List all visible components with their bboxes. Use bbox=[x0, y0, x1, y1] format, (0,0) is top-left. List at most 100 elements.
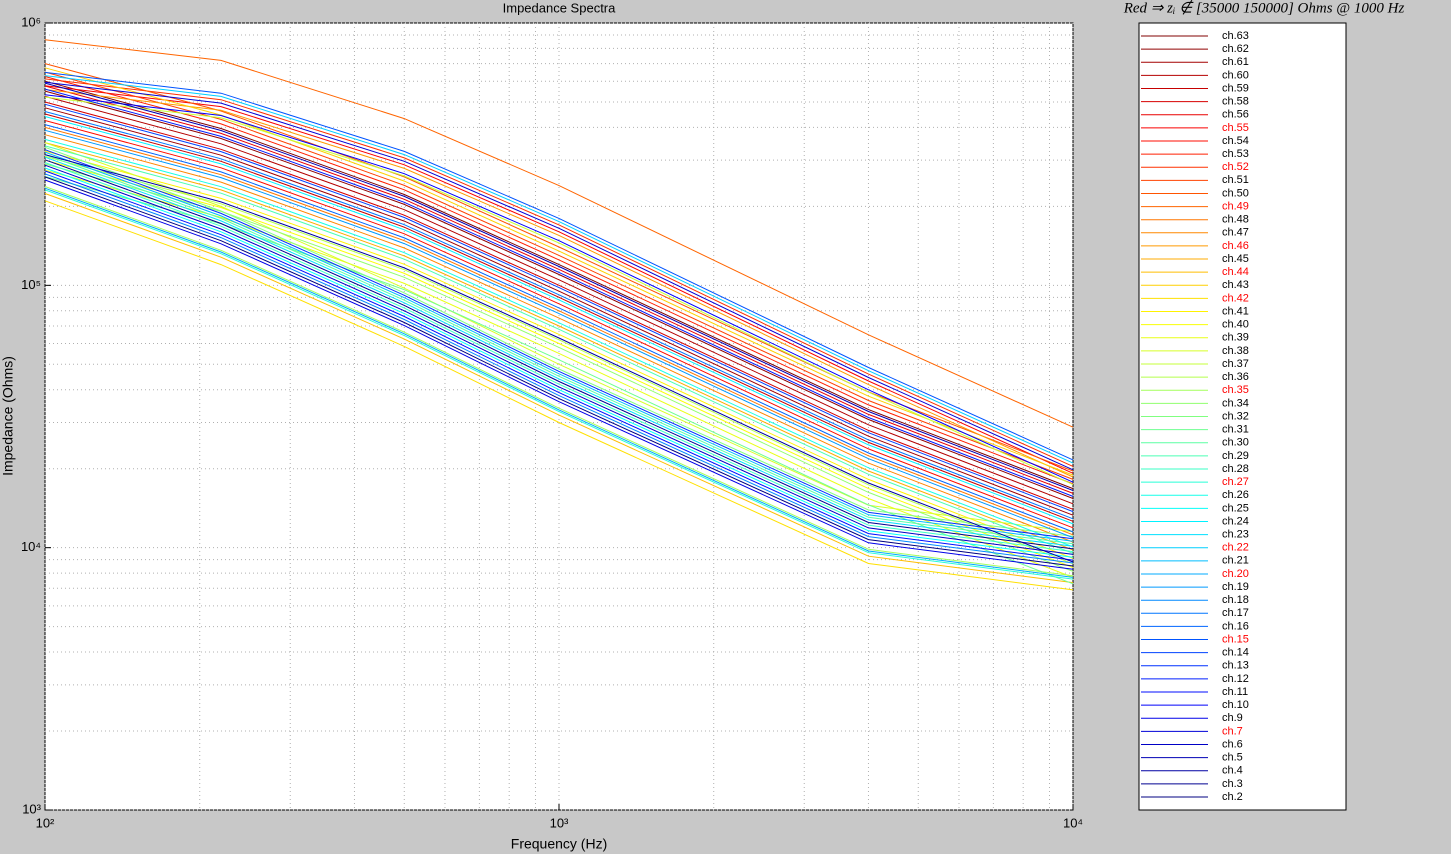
legend-label: ch.26 bbox=[1222, 489, 1249, 501]
legend-label: ch.51 bbox=[1222, 174, 1249, 186]
legend-label: ch.5 bbox=[1222, 752, 1243, 764]
legend-label: ch.2 bbox=[1222, 791, 1243, 803]
series-line bbox=[44, 186, 1074, 577]
series-line bbox=[44, 126, 1074, 536]
legend-label: ch.23 bbox=[1222, 528, 1249, 540]
y-tick-label: 10⁶ bbox=[21, 14, 41, 29]
legend-label: ch.62 bbox=[1222, 43, 1249, 55]
series-line bbox=[44, 39, 1074, 428]
legend-label: ch.3 bbox=[1222, 778, 1243, 790]
legend-label: ch.21 bbox=[1222, 555, 1249, 567]
legend-label: ch.27 bbox=[1222, 476, 1249, 488]
legend-label: ch.49 bbox=[1222, 200, 1249, 212]
series-line bbox=[44, 200, 1074, 591]
series-line bbox=[44, 154, 1074, 545]
legend-label: ch.32 bbox=[1222, 410, 1249, 422]
y-tick-label: 10⁵ bbox=[21, 277, 41, 292]
legend-label: ch.22 bbox=[1222, 542, 1249, 554]
legend-label: ch.56 bbox=[1222, 109, 1249, 121]
legend-label: ch.45 bbox=[1222, 253, 1249, 265]
series-line bbox=[44, 88, 1074, 497]
series-line bbox=[44, 170, 1074, 561]
legend-label: ch.6 bbox=[1222, 738, 1243, 750]
series-line bbox=[44, 156, 1074, 547]
series-line bbox=[44, 145, 1074, 554]
legend-label: ch.39 bbox=[1222, 332, 1249, 344]
legend-label: ch.34 bbox=[1222, 397, 1249, 409]
series-line bbox=[44, 80, 1074, 490]
series-line bbox=[44, 187, 1074, 578]
legend-label: ch.63 bbox=[1222, 30, 1249, 42]
series-line bbox=[44, 76, 1074, 485]
legend-label: ch.46 bbox=[1222, 240, 1249, 252]
series-line bbox=[44, 81, 1074, 471]
series-line bbox=[44, 173, 1074, 564]
series-line bbox=[44, 101, 1074, 510]
y-tick-label: 10⁴ bbox=[21, 539, 41, 554]
legend-label: ch.14 bbox=[1222, 647, 1249, 659]
legend-label: ch.52 bbox=[1222, 161, 1249, 173]
series-line bbox=[44, 120, 1074, 529]
legend-label: ch.15 bbox=[1222, 633, 1249, 645]
series-line bbox=[44, 134, 1074, 543]
legend-label: ch.44 bbox=[1222, 266, 1249, 278]
legend-label: ch.11 bbox=[1222, 686, 1248, 698]
legend-label: ch.16 bbox=[1222, 620, 1249, 632]
series-line bbox=[44, 71, 1074, 461]
legend-label: ch.10 bbox=[1222, 699, 1249, 711]
legend-label: ch.43 bbox=[1222, 279, 1249, 291]
series-line bbox=[44, 113, 1074, 522]
legend-label: ch.20 bbox=[1222, 568, 1249, 580]
legend-label: ch.55 bbox=[1222, 122, 1249, 134]
series-line bbox=[44, 149, 1074, 540]
legend-label: ch.19 bbox=[1222, 581, 1249, 593]
series-line bbox=[44, 129, 1074, 539]
annotation: Red ⇒ zᵢ ∉ [35000 150000] Ohms @ 1000 Hz bbox=[1123, 0, 1405, 16]
legend-label: ch.7 bbox=[1222, 725, 1243, 737]
y-tick-label: 10³ bbox=[22, 801, 41, 816]
series-line bbox=[44, 67, 1074, 476]
series-line bbox=[44, 90, 1074, 499]
legend-label: ch.42 bbox=[1222, 292, 1249, 304]
y-axis-label: Impedance (Ohms) bbox=[0, 356, 16, 476]
series-line bbox=[44, 163, 1074, 572]
series-line bbox=[44, 96, 1074, 486]
legend-label: ch.58 bbox=[1222, 96, 1249, 108]
legend-label: ch.60 bbox=[1222, 69, 1249, 81]
series-line bbox=[44, 78, 1074, 467]
series-line bbox=[44, 154, 1074, 563]
legend-label: ch.47 bbox=[1222, 227, 1249, 239]
series-line bbox=[44, 159, 1074, 550]
legend-label: ch.18 bbox=[1222, 594, 1249, 606]
series-line bbox=[44, 150, 1074, 559]
legend-label: ch.25 bbox=[1222, 502, 1249, 514]
series-line bbox=[44, 151, 1074, 542]
series-line bbox=[44, 94, 1074, 483]
series-line bbox=[44, 124, 1074, 533]
series-line bbox=[44, 169, 1074, 578]
series-line bbox=[44, 138, 1074, 548]
series-line bbox=[44, 164, 1074, 555]
series-line bbox=[44, 107, 1074, 516]
series-line bbox=[44, 71, 1074, 480]
series-line bbox=[44, 82, 1074, 491]
series-line bbox=[44, 85, 1074, 494]
legend-label: ch.40 bbox=[1222, 319, 1249, 331]
legend-label: ch.30 bbox=[1222, 437, 1249, 449]
legend-label: ch.38 bbox=[1222, 345, 1249, 357]
series-line bbox=[44, 189, 1074, 580]
legend-label: ch.41 bbox=[1222, 305, 1249, 317]
series-line bbox=[44, 142, 1074, 551]
legend-label: ch.28 bbox=[1222, 463, 1249, 475]
series-line bbox=[44, 162, 1074, 553]
legend-label: ch.31 bbox=[1222, 424, 1249, 436]
x-tick-label: 10³ bbox=[550, 815, 569, 830]
legend-label: ch.24 bbox=[1222, 515, 1249, 527]
legend-label: ch.61 bbox=[1222, 56, 1249, 68]
legend-label: ch.35 bbox=[1222, 384, 1249, 396]
legend-label: ch.12 bbox=[1222, 673, 1249, 685]
series-line bbox=[44, 146, 1074, 537]
series-line bbox=[44, 95, 1074, 505]
